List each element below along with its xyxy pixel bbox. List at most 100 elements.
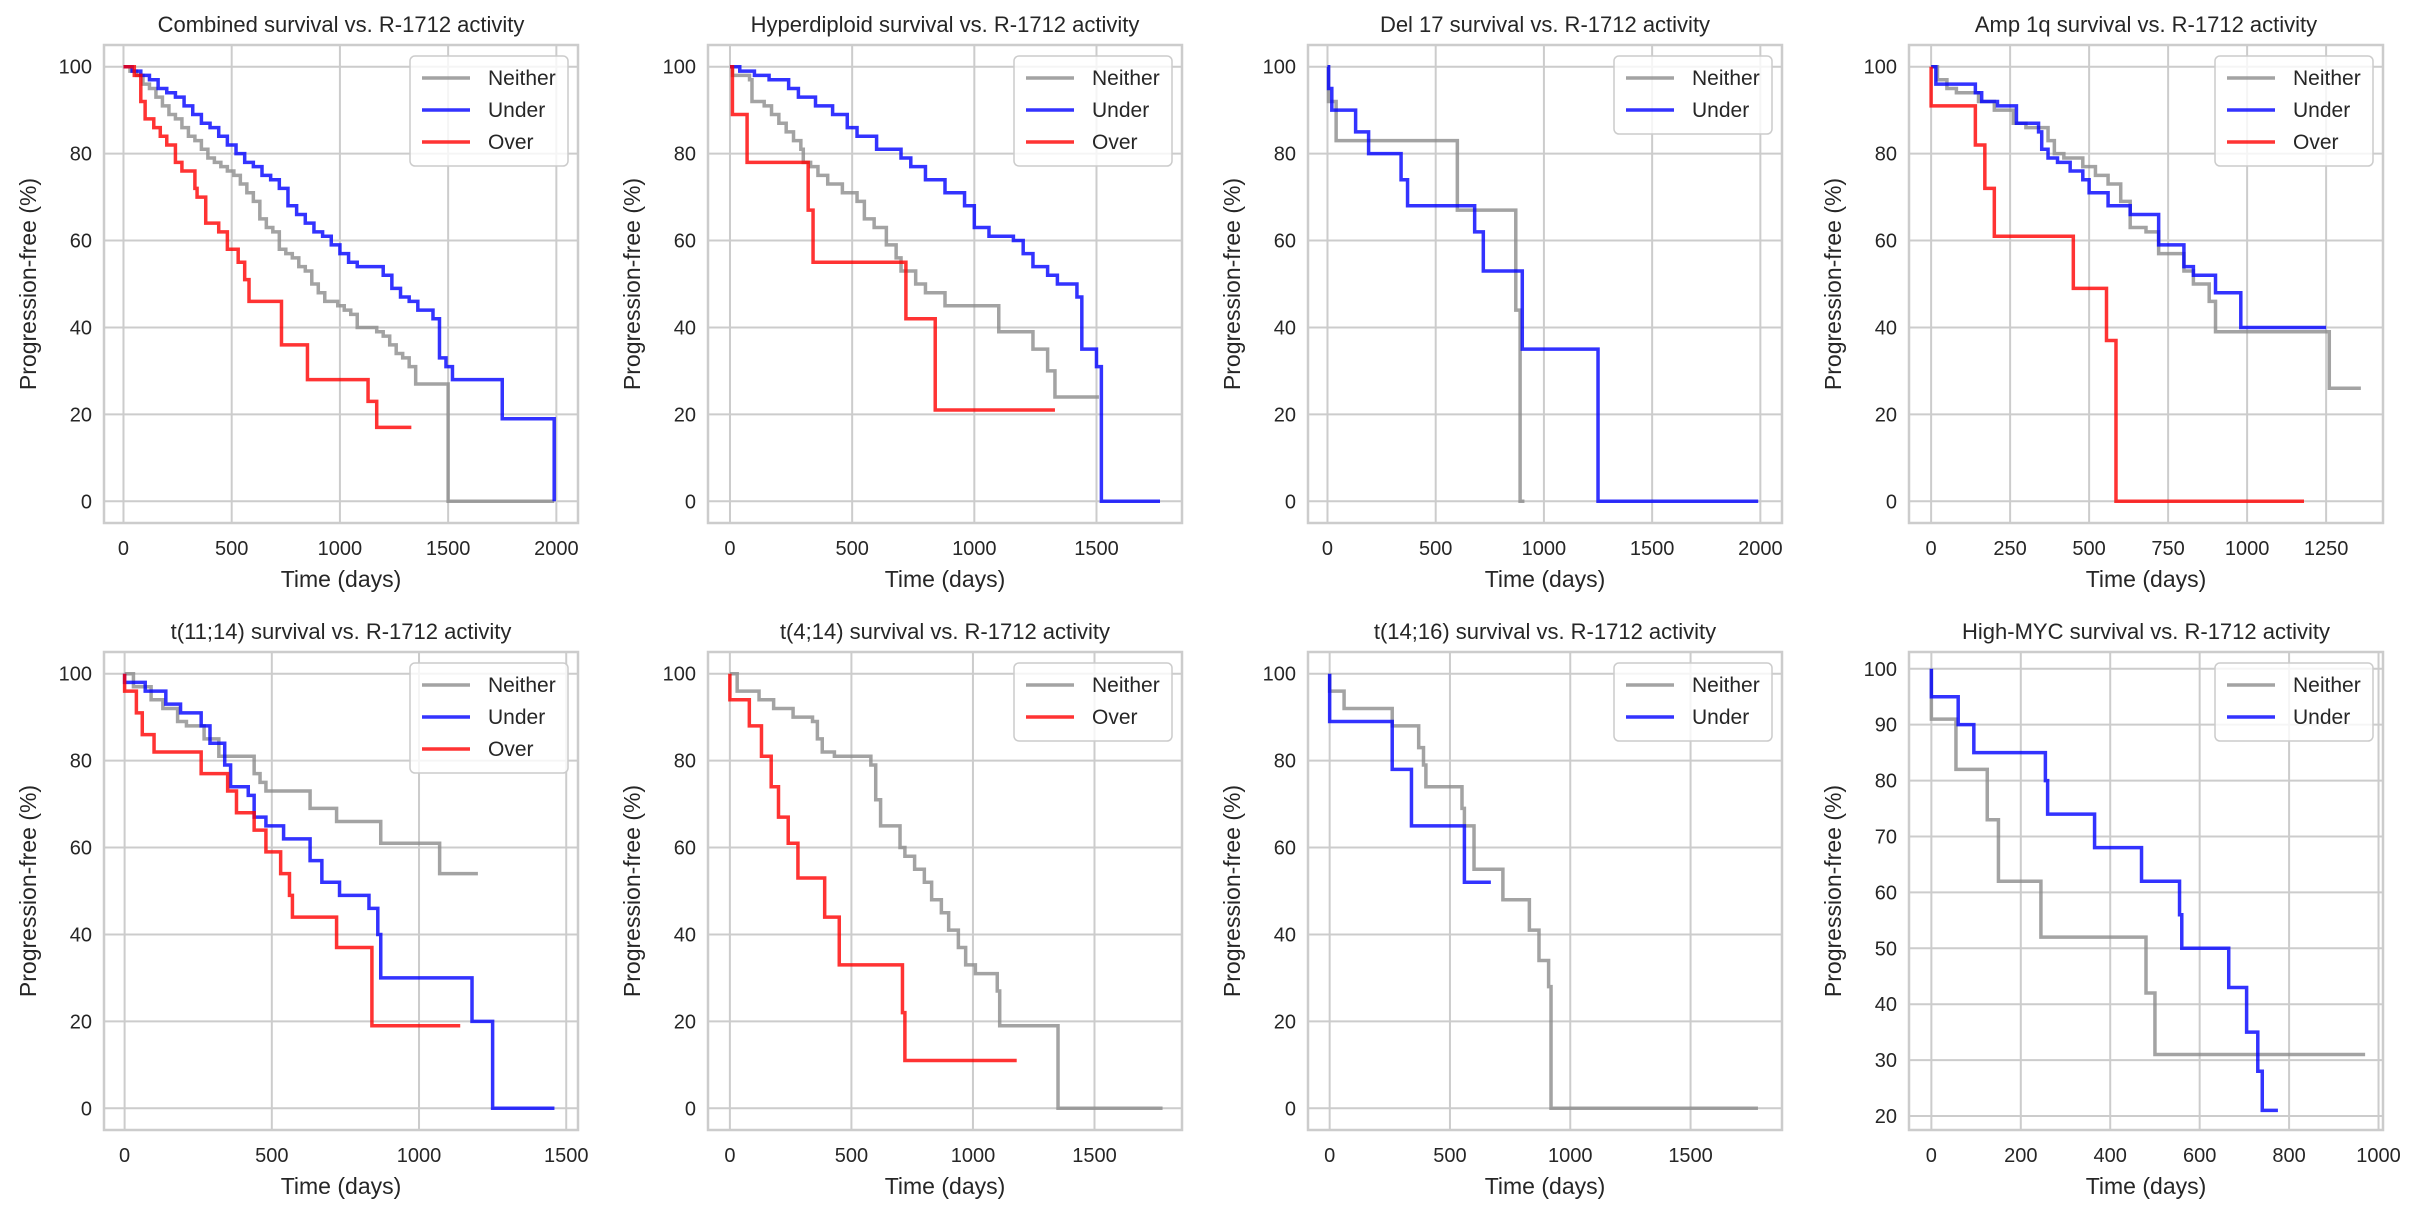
y-tick-label: 60: [674, 838, 696, 860]
y-tick-label: 0: [685, 491, 696, 513]
y-tick-label: 40: [70, 317, 92, 339]
legend-label: Neither: [2293, 674, 2361, 697]
legend-box: [2214, 55, 2374, 167]
subplot-title: High-MYC survival vs. R-1712 activity: [1962, 619, 2330, 644]
legend-label: Over: [2293, 131, 2339, 154]
y-tick-label: 20: [1274, 1011, 1296, 1033]
y-tick-label: 40: [1274, 924, 1296, 946]
x-tick-label: 250: [1993, 538, 2026, 560]
x-tick-label: 500: [1433, 1145, 1466, 1167]
legend: Neither Under Over: [409, 662, 569, 774]
survival-curve-under: [1931, 64, 2327, 330]
y-tick-label: 60: [1274, 838, 1296, 860]
y-axis-label: Progression-free (%): [1219, 785, 1245, 997]
legend-label: Over: [488, 738, 534, 761]
y-tick-label: 70: [1875, 826, 1897, 848]
subplot-title: t(14;16) survival vs. R-1712 activity: [1374, 619, 1716, 644]
x-tick-label: 1000: [952, 538, 997, 560]
x-tick-label: 500: [1419, 538, 1452, 560]
legend: Neither Over: [1013, 662, 1173, 742]
legend-label: Under: [488, 706, 545, 729]
y-tick-label: 60: [674, 231, 696, 253]
subplot-5: 0 500 1000 1500 0 20 40 60 80 100 t(11;14) surviva…: [15, 619, 588, 1199]
legend-label: Neither: [488, 674, 556, 697]
y-tick-label: 60: [1875, 231, 1897, 253]
x-axis-label: Time (days): [2086, 566, 2207, 592]
x-tick-label: 0: [1926, 1145, 1937, 1167]
survival-curve-over: [729, 64, 1055, 412]
subplot-title: Hyperdiploid survival vs. R-1712 activit…: [751, 12, 1140, 37]
y-tick-label: 80: [674, 144, 696, 166]
y-tick-label: 60: [70, 231, 92, 253]
legend-box: [1613, 55, 1773, 135]
y-tick-label: 20: [674, 1011, 696, 1033]
legend-label: Neither: [488, 67, 556, 90]
legend-label: Over: [488, 131, 534, 154]
x-tick-label: 1500: [1630, 538, 1675, 560]
x-tick-label: 1500: [1668, 1145, 1713, 1167]
legend-label: Neither: [1692, 674, 1760, 697]
y-tick-label: 50: [1875, 938, 1897, 960]
survival-curve-under: [122, 673, 555, 1111]
legend-box: [409, 662, 569, 774]
x-tick-label: 800: [2272, 1145, 2305, 1167]
y-tick-label: 100: [59, 664, 92, 686]
y-tick-label: 20: [70, 404, 92, 426]
x-tick-label: 1500: [426, 538, 471, 560]
x-tick-label: 0: [119, 1145, 130, 1167]
y-tick-label: 40: [1875, 317, 1897, 339]
x-tick-label: 1000: [1548, 1145, 1593, 1167]
legend-label: Neither: [1092, 67, 1160, 90]
x-tick-label: 750: [2151, 538, 2184, 560]
plot-frame: [102, 650, 580, 1132]
legend-label: Under: [488, 99, 545, 122]
x-tick-label: 1500: [544, 1145, 589, 1167]
x-tick-label: 1500: [1072, 1145, 1117, 1167]
y-axis-label: Progression-free (%): [1820, 178, 1846, 390]
subplot-6: 0 500 1000 1500 0 20 40 60 80 100 t(4;14) survival…: [619, 619, 1184, 1199]
x-tick-label: 200: [2004, 1145, 2037, 1167]
legend-label: Under: [2293, 99, 2350, 122]
y-tick-label: 30: [1875, 1050, 1897, 1072]
legend-box: [1013, 55, 1173, 167]
y-tick-label: 100: [663, 57, 696, 79]
y-tick-label: 100: [1864, 57, 1897, 79]
legend-label: Under: [1692, 99, 1749, 122]
plot-frame: [706, 650, 1184, 1132]
y-tick-label: 80: [674, 751, 696, 773]
legend-label: Under: [1092, 99, 1149, 122]
x-tick-label: 500: [255, 1145, 288, 1167]
subplot-2: 0 500 1000 1500 0 20 40 60 80 100 Hyperdiploid sur…: [619, 12, 1184, 592]
x-tick-label: 500: [2072, 538, 2105, 560]
y-tick-label: 20: [674, 404, 696, 426]
survival-curve-under: [123, 64, 556, 502]
plot-frame: [706, 43, 1184, 525]
y-tick-label: 40: [674, 317, 696, 339]
x-tick-label: 600: [2183, 1145, 2216, 1167]
plot-frame: [1907, 43, 2385, 525]
y-axis-label: Progression-free (%): [619, 178, 645, 390]
plot-frame: [1907, 650, 2385, 1132]
survival-curve-neither: [123, 64, 555, 504]
y-tick-label: 40: [1274, 317, 1296, 339]
y-tick-label: 0: [1285, 1098, 1296, 1120]
x-tick-label: 1250: [2304, 538, 2349, 560]
x-tick-label: 2000: [1738, 538, 1783, 560]
legend-label: Under: [1692, 706, 1749, 729]
subplot-title: t(4;14) survival vs. R-1712 activity: [780, 619, 1110, 644]
plot-frame: [1306, 43, 1784, 525]
survival-curve-neither: [1931, 64, 2361, 391]
y-tick-label: 20: [70, 1011, 92, 1033]
survival-curve-neither: [729, 64, 1099, 399]
survival-curve-neither: [1929, 668, 2366, 1057]
y-tick-label: 100: [1864, 659, 1897, 681]
x-tick-label: 1000: [1522, 538, 1567, 560]
plot-frame: [1306, 650, 1784, 1132]
y-tick-label: 60: [70, 838, 92, 860]
legend: Neither Under Over: [409, 55, 569, 167]
x-tick-label: 500: [835, 538, 868, 560]
subplot-8: 0 200 400 600 800 1000 20 30 40 50 60 70 80 90 100 High…: [1820, 619, 2401, 1199]
x-tick-label: 1000: [2356, 1145, 2401, 1167]
legend: Neither Under: [2214, 662, 2374, 742]
